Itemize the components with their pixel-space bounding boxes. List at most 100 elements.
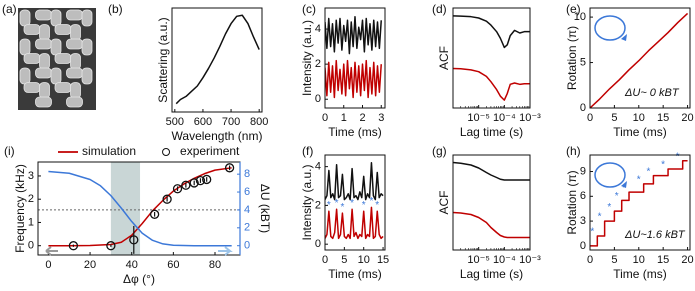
nanorod <box>19 67 31 85</box>
plot-frame <box>589 7 691 109</box>
x-tick-label: 40 <box>126 259 138 271</box>
x-tick-label: 15 <box>657 254 669 266</box>
nanorod <box>50 38 62 56</box>
x-tick-label: 5 <box>341 254 347 266</box>
rotation-arrow <box>621 181 627 188</box>
y2-axis-label: ΔU (kBT) <box>258 184 272 233</box>
nanorod <box>66 67 83 79</box>
y-tick-label: 0 <box>28 240 34 252</box>
y2-tick-label: 6 <box>244 186 250 198</box>
series-line <box>453 15 530 49</box>
event-star: * <box>335 198 339 209</box>
nanorod <box>81 38 93 56</box>
event-star: * <box>327 200 331 211</box>
plot-area <box>590 160 688 247</box>
x-tick-label: 15 <box>377 254 389 266</box>
legend-label: simulation <box>82 144 136 158</box>
right-arrow <box>218 246 233 256</box>
series-line <box>325 206 384 240</box>
plot-area <box>325 162 384 240</box>
data-point <box>189 178 199 188</box>
series-line <box>325 162 384 201</box>
x-tick-label: 0 <box>587 254 593 266</box>
panel-label: (d) <box>432 2 447 16</box>
panel-label: (g) <box>432 144 447 158</box>
panel-label: (f) <box>302 144 313 158</box>
data-point <box>68 241 79 251</box>
nanorod <box>39 82 50 99</box>
plot-frame <box>452 7 531 109</box>
data-point <box>129 235 139 245</box>
nanorod <box>70 24 81 41</box>
x-tick-label: 20 <box>84 259 96 271</box>
event-star: * <box>375 200 379 211</box>
event-star: * <box>622 183 626 194</box>
plot-area <box>453 15 530 101</box>
nanorod <box>35 67 52 79</box>
y-tick-label: 0 <box>315 93 321 105</box>
nanorod <box>66 96 83 108</box>
nanorod <box>35 38 52 50</box>
plot-frame <box>589 154 691 251</box>
x-tick-label: 10 <box>633 254 645 266</box>
data-point <box>202 174 212 185</box>
y-tick-label: 0 <box>580 102 586 114</box>
y-tick-label: 3 <box>580 215 586 227</box>
x-tick-label: 10⁻⁴ <box>493 112 516 124</box>
annotation: ΔU~1.6 kBT <box>624 229 686 241</box>
event-star: * <box>350 198 354 209</box>
y-tick-label: 10 <box>574 11 586 23</box>
panel-label: (b) <box>108 2 123 16</box>
event-star: * <box>637 175 641 186</box>
x-axis-label: Δφ (°) <box>123 272 155 286</box>
legend-label: experiment <box>180 144 240 158</box>
annotation: ΔU~ 0 kBT <box>624 87 680 99</box>
x-tick-label: 700 <box>222 116 240 128</box>
y-tick-label: 4 <box>315 23 321 35</box>
y2-tick-label: 4 <box>244 204 250 216</box>
y-tick-label: 9 <box>580 165 586 177</box>
nanorod <box>23 82 41 93</box>
nanorod <box>66 38 83 50</box>
y2-tick-label: 2 <box>244 222 250 234</box>
data-point <box>106 241 116 251</box>
event-star: * <box>590 227 594 238</box>
x-tick-label: 0 <box>322 254 328 266</box>
x-tick-label: 5 <box>611 254 617 266</box>
data-point <box>181 180 191 190</box>
nanorod <box>39 24 50 41</box>
x-tick-label: 10⁻³ <box>519 254 541 266</box>
panel-label: (e) <box>566 2 581 16</box>
series-line <box>325 16 382 55</box>
x-tick-label: 500 <box>166 116 184 128</box>
plot-area <box>175 14 260 105</box>
series-line <box>590 160 688 247</box>
x-axis-label: Time (ms) <box>328 125 382 139</box>
x-tick-label: 80 <box>209 259 221 271</box>
panel-label: (c) <box>302 2 316 16</box>
y-tick-label: 0 <box>580 240 586 252</box>
plot-frame <box>324 7 386 109</box>
y-axis-label: Intensity (a.u.) <box>300 164 314 240</box>
y-tick-label: 2 <box>28 193 34 205</box>
nanorod <box>23 24 41 35</box>
data-point <box>162 194 172 204</box>
nanorod <box>70 53 81 70</box>
event-star: * <box>607 202 611 213</box>
x-tick-label: 20 <box>681 112 693 124</box>
y-axis-label: ACF <box>437 46 451 70</box>
data-point <box>195 175 206 186</box>
data-point <box>224 163 235 173</box>
y-tick-label: 2 <box>315 58 321 70</box>
legend-marker <box>162 148 171 156</box>
plot-frame <box>324 154 386 251</box>
left-arrow <box>45 246 58 256</box>
nanorod <box>19 38 31 56</box>
event-star: * <box>369 196 373 207</box>
x-tick-label: 10⁻⁴ <box>493 254 516 266</box>
x-tick-label: 3 <box>378 112 384 124</box>
shaded-region <box>110 162 141 255</box>
nanorod <box>81 67 93 85</box>
series-line <box>175 14 260 105</box>
